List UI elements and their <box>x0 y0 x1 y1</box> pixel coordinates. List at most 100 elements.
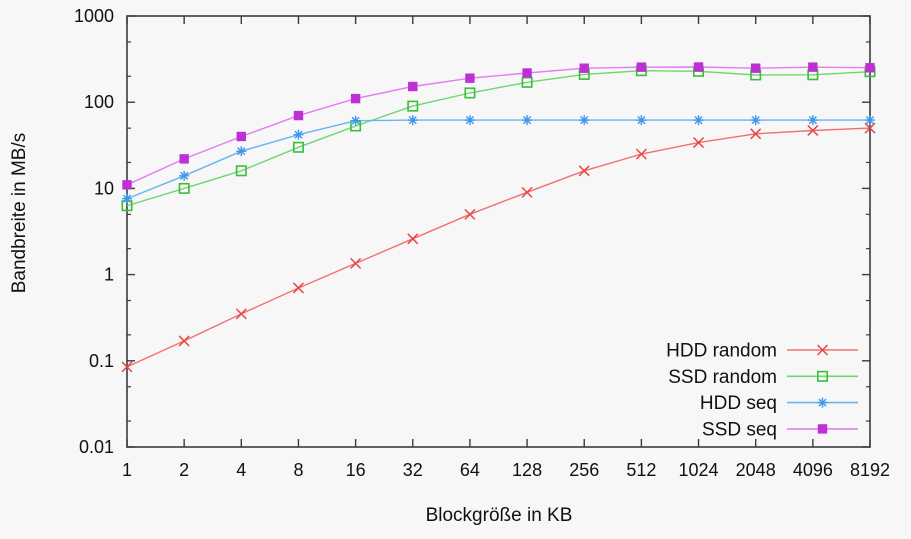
series-marker-hdd-random <box>635 148 647 160</box>
series-marker-ssd-seq <box>579 63 589 73</box>
series-marker-ssd-random <box>292 141 304 153</box>
filled-square-shape <box>750 63 761 73</box>
series-marker-ssd-seq <box>750 63 761 73</box>
series-hdd-seq <box>122 115 875 204</box>
legend-item-ssd-seq: SSD seq <box>702 419 858 440</box>
filled-square-shape <box>179 154 189 164</box>
series-marker-ssd-random <box>407 100 419 112</box>
legend-marker-hdd-random <box>816 344 829 356</box>
series-marker-ssd-seq <box>179 154 189 164</box>
series-marker-hdd-seq <box>636 115 647 126</box>
asterisk-stroke <box>180 171 189 180</box>
series-marker-ssd-seq <box>236 131 247 142</box>
y-axis-title: Bandbreite in MB/s <box>9 133 30 294</box>
series-marker-ssd-seq <box>522 68 532 78</box>
series-marker-ssd-seq <box>693 62 704 72</box>
legend-label-ssd-seq: SSD seq <box>702 419 777 440</box>
cross-stroke <box>292 282 304 294</box>
cross-stroke <box>407 233 419 245</box>
asterisk-stroke <box>580 116 589 125</box>
asterisk-stroke <box>865 116 875 125</box>
asterisk-stroke <box>751 116 760 125</box>
asterisk-stroke <box>694 116 703 125</box>
y-tick-label: 1000 <box>74 6 114 26</box>
series-marker-hdd-seq <box>693 115 704 126</box>
open-square-shape <box>816 370 828 382</box>
series-marker-ssd-random <box>235 165 247 177</box>
x-tick-label: 2 <box>179 460 189 480</box>
series-marker-hdd-seq <box>179 170 190 181</box>
y-tick-label: 100 <box>84 92 114 112</box>
y-tick-label: 1 <box>104 265 114 285</box>
cross-stroke <box>178 335 190 347</box>
series-marker-ssd-seq <box>122 180 132 190</box>
legend-marker-ssd-random <box>816 370 828 382</box>
series-marker-hdd-seq <box>807 115 818 126</box>
x-axis-ticks: 1 2 4 8 16 32 64 128 256 512 1024 2048 4096 8192 <box>122 16 890 480</box>
legend-marker-ssd-seq <box>817 424 828 434</box>
series-marker-ssd-seq <box>636 62 647 72</box>
series-ssd-seq <box>122 62 875 190</box>
series-marker-hdd-random <box>292 282 304 294</box>
asterisk-stroke <box>637 116 646 125</box>
series-line-hdd-seq <box>126 119 870 200</box>
plot-border <box>126 15 871 448</box>
legend-marker-hdd-seq <box>817 397 828 408</box>
cross-stroke <box>521 186 533 198</box>
series-line-hdd-random <box>126 127 871 368</box>
series-marker-hdd-seq <box>464 115 475 126</box>
series-marker-ssd-seq <box>808 62 818 72</box>
series-marker-hdd-seq <box>865 115 875 126</box>
series-marker-hdd-seq <box>407 115 418 126</box>
series-marker-hdd-seq <box>750 115 761 126</box>
filled-square-shape <box>522 68 532 78</box>
legend-label-hdd-random: HDD random <box>666 341 777 362</box>
x-tick-label: 512 <box>626 460 656 480</box>
cross-stroke <box>635 148 647 160</box>
asterisk-stroke <box>465 116 475 125</box>
series-marker-ssd-random <box>464 87 476 99</box>
asterisk-stroke <box>237 147 246 156</box>
series-marker-hdd-random <box>464 208 476 220</box>
x-tick-label: 128 <box>512 460 542 480</box>
filled-square-shape <box>350 93 361 104</box>
cross-stroke <box>464 208 476 220</box>
x-tick-label: 256 <box>569 460 599 480</box>
asterisk-stroke <box>351 116 360 125</box>
legend-item-hdd-random: HDD random <box>666 341 858 362</box>
filled-square-shape <box>636 62 647 72</box>
filled-square-shape <box>236 131 247 142</box>
series-marker-hdd-random <box>750 128 762 140</box>
y-axis-ticks: 0.01 0.1 1 10 100 1000 <box>74 6 870 457</box>
open-square-shape <box>407 100 419 112</box>
series-marker-hdd-random <box>407 233 419 245</box>
series-marker-hdd-random <box>807 124 819 136</box>
x-tick-label: 64 <box>460 460 480 480</box>
filled-square-shape <box>293 110 304 121</box>
x-tick-label: 4096 <box>793 460 833 480</box>
asterisk-stroke <box>818 398 827 407</box>
filled-square-shape <box>865 63 875 73</box>
series-marker-hdd-seq <box>122 193 132 204</box>
open-square-shape <box>292 141 304 153</box>
series-line-ssd-seq <box>126 66 871 186</box>
series-marker-hdd-seq <box>293 129 304 140</box>
x-tick-label: 32 <box>403 460 423 480</box>
x-tick-label: 8 <box>293 460 303 480</box>
filled-square-shape <box>122 180 132 190</box>
series-hdd-random <box>121 122 876 373</box>
filled-square-shape <box>408 81 418 92</box>
y-tick-label: 0.01 <box>79 437 114 457</box>
x-tick-label: 1 <box>122 460 132 480</box>
series-marker-ssd-random <box>178 182 190 194</box>
x-tick-label: 2048 <box>736 460 776 480</box>
cross-stroke <box>121 361 133 373</box>
asterisk-stroke <box>522 116 532 125</box>
legend-label-ssd-random: SSD random <box>668 367 777 388</box>
series-marker-ssd-seq <box>293 110 304 121</box>
asterisk-stroke <box>294 130 303 139</box>
cross-stroke <box>807 124 819 136</box>
series-line-ssd-random <box>126 69 871 207</box>
cross-stroke <box>816 344 829 356</box>
